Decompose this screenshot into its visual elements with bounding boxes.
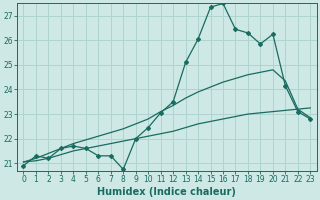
X-axis label: Humidex (Indice chaleur): Humidex (Indice chaleur): [98, 187, 236, 197]
